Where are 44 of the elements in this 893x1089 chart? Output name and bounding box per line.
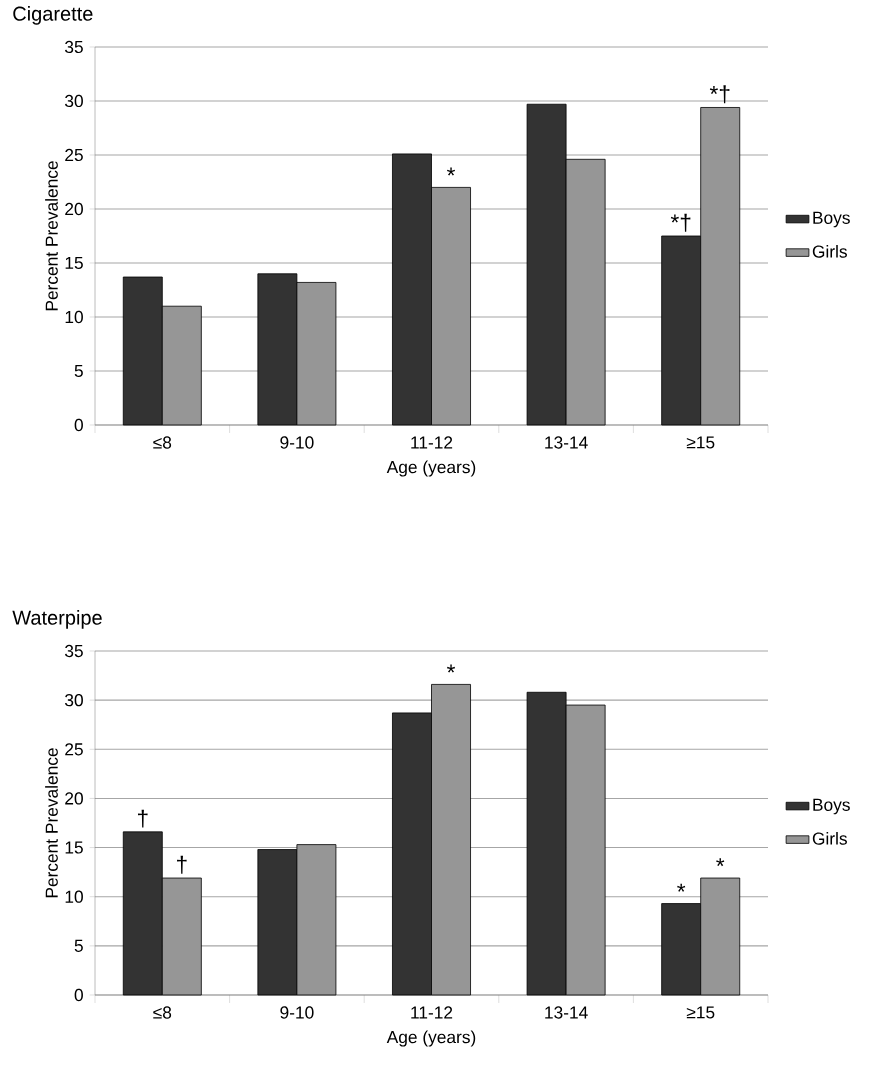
y-tick-label: 0	[74, 418, 83, 432]
x-tick-label: 13-14	[545, 1006, 588, 1019]
y-tick-label: 25	[65, 743, 83, 756]
legend-label: Girls	[812, 245, 847, 258]
annotation: *	[716, 858, 725, 867]
y-tick-label: 35	[65, 644, 83, 658]
annotation: *	[446, 664, 456, 673]
y-tick-label: 10	[65, 310, 83, 324]
legend-label: Boys	[813, 211, 850, 228]
annotation: †	[138, 809, 148, 828]
y-tick-label: 5	[74, 939, 83, 952]
y-tick-label: 25	[65, 148, 83, 162]
y-axis-title: Percent Prevalence	[45, 161, 58, 311]
x-tick-label: 9-10	[280, 1006, 314, 1019]
x-tick-label: 11-12	[411, 1006, 453, 1019]
y-tick-label: 20	[65, 792, 83, 805]
y-axis-title: Percent Prevalence	[45, 748, 58, 898]
y-tick-label: 5	[74, 364, 83, 378]
y-tick-label: 0	[74, 988, 83, 1002]
annotation: *†	[670, 213, 691, 232]
y-tick-label: 15	[65, 256, 83, 270]
x-tick-label: 13-14	[545, 436, 588, 449]
x-tick-label: 9-10	[280, 436, 314, 449]
annotation: *	[677, 883, 686, 892]
legend-label: Boys	[813, 798, 850, 815]
x-tick-label: 11-12	[411, 436, 453, 449]
x-tick-label: ≥15	[686, 436, 715, 449]
y-tick-label: 20	[65, 202, 83, 216]
annotation: *	[446, 167, 456, 176]
x-tick-label: ≥15	[686, 1006, 715, 1019]
chart-title: Waterpipe	[12, 610, 102, 629]
annotation: †	[177, 855, 187, 874]
chart-title: Cigarette	[13, 6, 93, 25]
x-axis-title: Age (years)	[386, 1030, 476, 1047]
x-axis-title: Age (years)	[386, 460, 476, 477]
y-tick-label: 35	[65, 40, 83, 54]
y-tick-label: 30	[65, 94, 83, 108]
legend-label: Girls	[812, 832, 847, 845]
y-tick-label: 30	[65, 694, 83, 707]
annotation: *†	[709, 85, 730, 104]
y-tick-label: 15	[65, 841, 83, 854]
y-tick-label: 10	[65, 890, 83, 903]
x-tick-label: ≤8	[153, 1006, 172, 1019]
x-tick-label: ≤8	[153, 436, 172, 449]
